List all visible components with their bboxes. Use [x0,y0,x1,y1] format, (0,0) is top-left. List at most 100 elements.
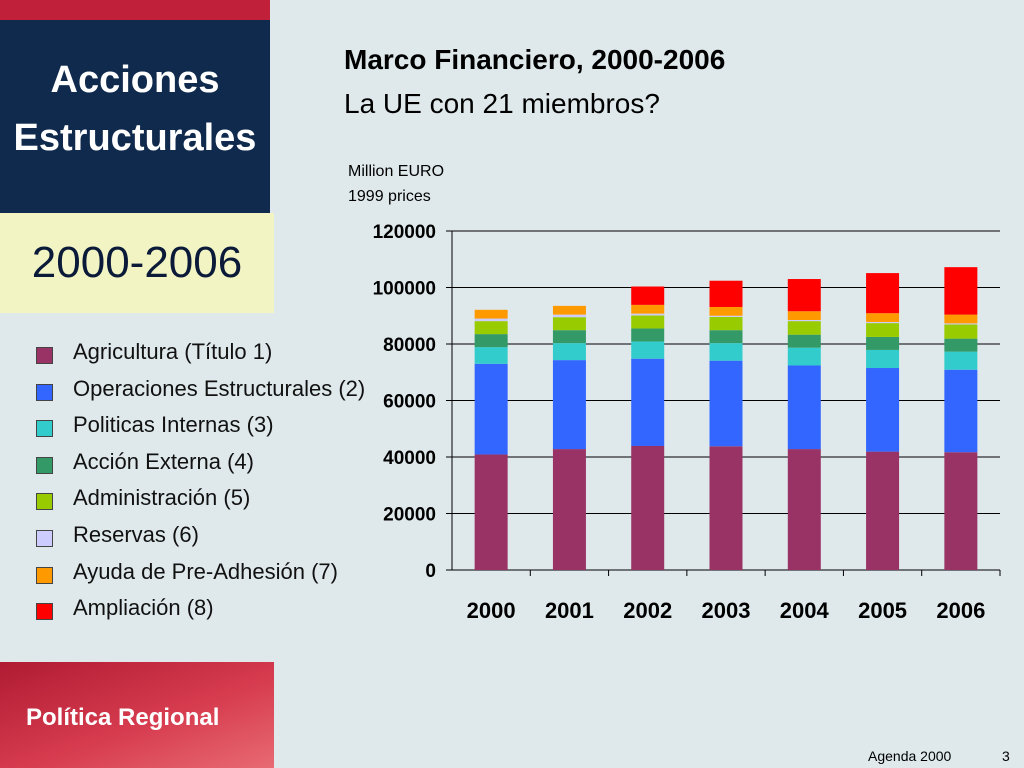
section-title-box: Acciones Estructurales [0,20,270,213]
legend-item: Operaciones Estructurales (2) [34,374,434,410]
x-tick-label: 2004 [780,598,830,623]
legend-label: Politicas Internas (3) [73,412,274,438]
bar-segment [787,449,821,570]
footer-note: Agenda 2000 [868,748,952,764]
bar-segment [944,369,978,453]
bar-segment [552,305,586,315]
section-title-line2: Estructurales [13,117,257,159]
bar-segment [631,328,665,342]
x-tick-label: 2006 [936,598,985,623]
bar-segment [474,454,508,570]
legend-label: Ampliación (8) [73,595,214,621]
bar-segment [631,341,665,359]
x-tick-label: 2002 [623,598,672,623]
bar-segment [474,334,508,348]
legend-item: Ayuda de Pre-Adhesión (7) [34,557,434,593]
bar-segment [552,317,586,331]
bar-segment [787,365,821,450]
bar-segment [552,343,586,361]
bar-segment [631,286,665,305]
y-tick-label: 100000 [373,279,436,300]
legend-swatch [36,566,53,584]
y-tick-label: 0 [425,561,436,582]
bar-segment [866,451,900,570]
bar-segment [787,321,821,335]
y-tick-label: 80000 [383,335,436,356]
bar-segment [787,347,821,366]
y-tick-label: 20000 [383,505,436,526]
bar-segment [866,321,900,324]
legend-item: Politicas Internas (3) [34,410,434,446]
bar-segment [709,280,743,307]
bar-segment [944,452,978,570]
unit-label-line1: Million EURO [348,163,445,180]
bar-segment [866,323,900,337]
x-tick-label: 2003 [702,598,751,623]
legend-item: Acción Externa (4) [34,447,434,483]
bar-segment [631,315,665,329]
bar-segment [944,338,978,352]
bar-segment [631,358,665,446]
bar-segment [552,360,586,450]
bar-segment [866,349,900,369]
legend-label: Administración (5) [73,485,251,511]
chart-subtitle: La UE con 21 miembros? [344,88,660,119]
bar-segment [787,319,821,322]
chart-title: Marco Financiero, 2000-2006 [344,44,726,75]
unit-label-line2: 1999 prices [348,188,431,205]
footer-brand-label: Política Regional [26,704,220,731]
legend-swatch [36,420,53,438]
period-label: 2000-2006 [0,213,274,313]
bar-segment [552,330,586,344]
bar-segment [709,360,743,447]
bar-segment [944,351,978,370]
legend-label: Operaciones Estructurales (2) [73,375,366,401]
bar-segment [866,336,900,350]
legend-label: Acción Externa (4) [73,448,254,474]
bar-segment [474,318,508,322]
legend-swatch [36,456,53,474]
bar-segment [866,368,900,452]
x-tick-label: 2000 [467,598,516,623]
legend-label: Agricultura (Título 1) [73,339,273,364]
y-tick-label: 60000 [383,392,436,413]
y-tick-label: 120000 [373,222,436,243]
legend-swatch [36,493,53,511]
bar-segment [709,316,743,331]
bar-segment [944,314,978,324]
legend-label: Ayuda de Pre-Adhesión (7) [73,558,338,584]
bar-segment [944,324,978,339]
legend-label: Reservas (6) [73,522,199,547]
y-tick-label: 40000 [383,448,436,469]
bar-segment [631,313,665,316]
bar-segment [631,304,665,314]
bar-segment [552,314,586,318]
legend-swatch [36,347,53,364]
bar-segment [866,313,900,322]
bar-segment [709,330,743,344]
legend-item: Ampliación (8) [34,593,434,629]
legend-item: Agricultura (Título 1) [34,337,434,373]
bar-segment [709,315,743,317]
bar-segment [631,445,665,570]
bar-segment [474,363,508,455]
bar-segment [474,309,508,319]
legend-swatch [36,603,53,621]
footer-brand-band [0,662,274,768]
bar-segment [787,334,821,348]
legend-swatch [36,383,53,401]
bar-segment [709,306,743,316]
bar-segment [944,323,978,325]
bar-segment [787,279,821,312]
top-accent-strip [0,0,270,20]
bar-segment [787,311,821,320]
bar-segment [552,449,586,570]
legend-item: Administración (5) [34,483,434,519]
bar-segment [474,347,508,364]
bar-segment [944,267,978,315]
bar-segment [709,446,743,570]
x-tick-label: 2001 [545,598,594,623]
section-title-line1: Acciones [50,59,220,101]
bar-segment [866,273,900,314]
